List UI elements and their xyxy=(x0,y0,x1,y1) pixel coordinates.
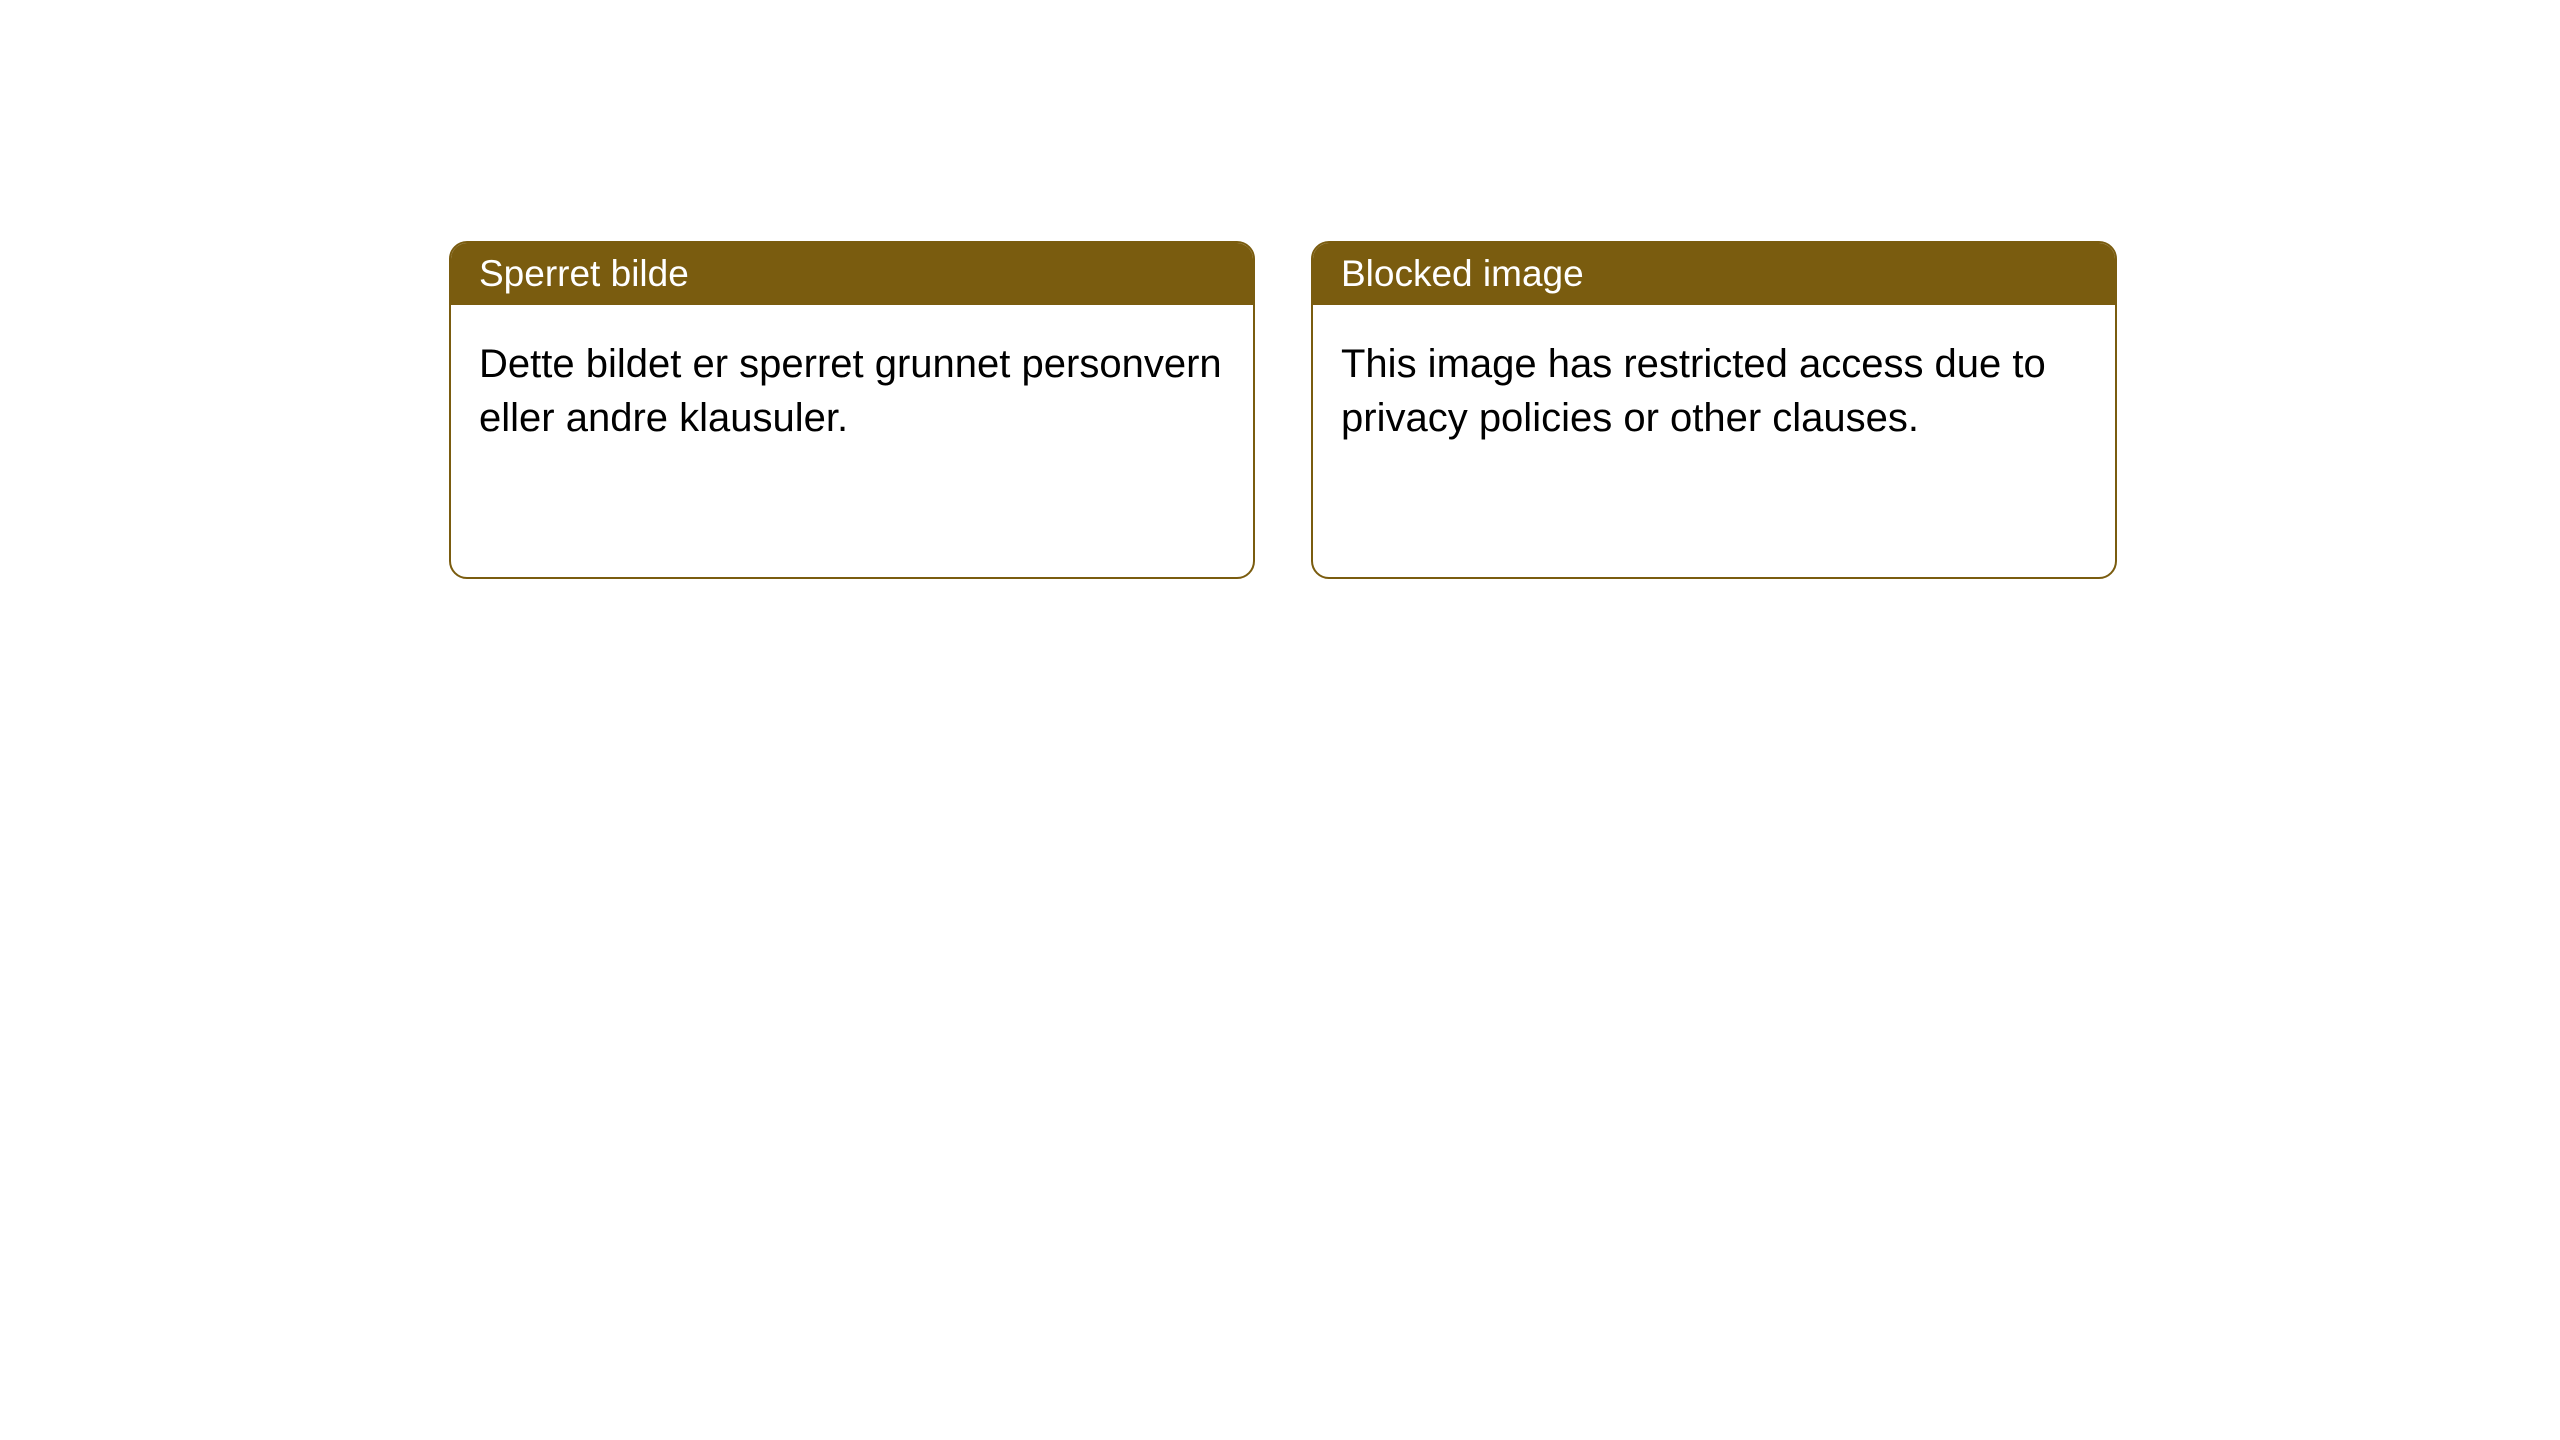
notice-message: Dette bildet er sperret grunnet personve… xyxy=(479,342,1222,440)
notice-body: This image has restricted access due to … xyxy=(1313,305,2115,577)
notices-container: Sperret bilde Dette bildet er sperret gr… xyxy=(0,0,2560,579)
notice-title: Blocked image xyxy=(1341,253,1584,294)
notice-title: Sperret bilde xyxy=(479,253,689,294)
notice-body: Dette bildet er sperret grunnet personve… xyxy=(451,305,1253,577)
notice-box-norwegian: Sperret bilde Dette bildet er sperret gr… xyxy=(449,241,1255,579)
notice-message: This image has restricted access due to … xyxy=(1341,342,2046,440)
notice-header: Sperret bilde xyxy=(451,243,1253,305)
notice-box-english: Blocked image This image has restricted … xyxy=(1311,241,2117,579)
notice-header: Blocked image xyxy=(1313,243,2115,305)
